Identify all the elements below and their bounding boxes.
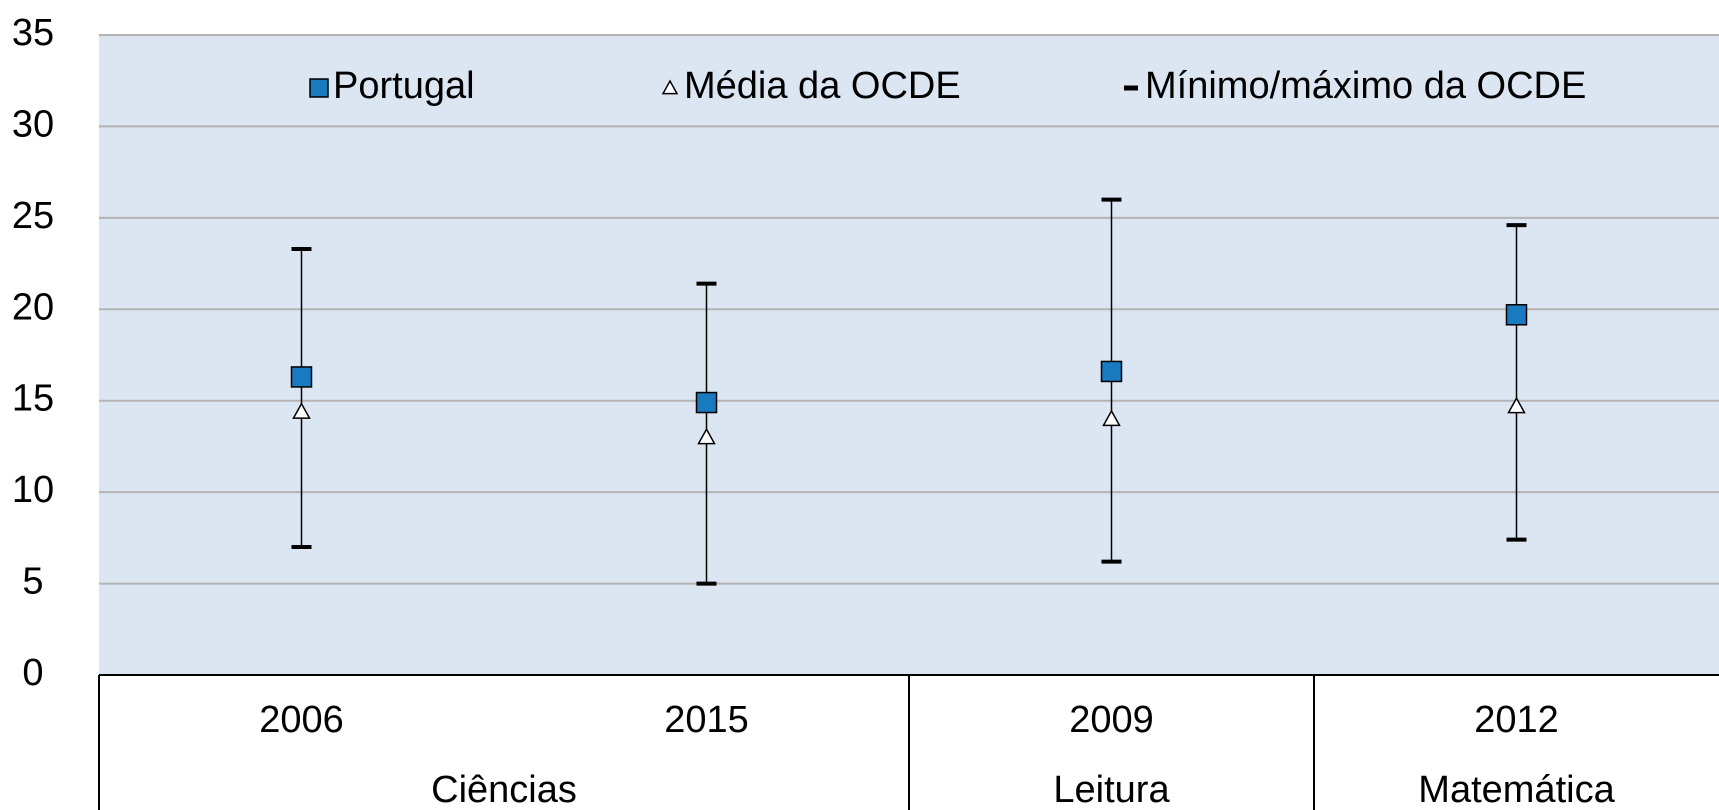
x-tick-label: 2012 — [1474, 699, 1559, 741]
y-tick-label: 10 — [12, 469, 54, 511]
plot-area — [99, 35, 1719, 675]
group-label: Matemática — [1418, 769, 1615, 810]
y-tick-label: 35 — [12, 12, 54, 54]
x-tick-label: 2015 — [664, 699, 749, 741]
y-tick-label: 20 — [12, 286, 54, 328]
legend-label: Média da OCDE — [684, 65, 961, 107]
y-tick-label: 0 — [22, 652, 43, 694]
marker-portugal — [695, 391, 718, 414]
marker-average — [697, 427, 716, 445]
group-label: Leitura — [1053, 769, 1170, 810]
y-tick-label: 25 — [12, 195, 54, 237]
legend-swatch — [661, 79, 679, 95]
legend-label: Mínimo/máximo da OCDE — [1145, 65, 1586, 107]
group-label: Ciências — [431, 769, 577, 810]
marker-average — [1102, 409, 1121, 427]
marker-average — [292, 402, 311, 419]
y-tick-label: 5 — [22, 561, 43, 603]
marker-portugal — [290, 366, 313, 388]
x-tick-label: 2006 — [259, 699, 344, 741]
x-tick-label: 2009 — [1069, 699, 1154, 741]
y-tick-label: 30 — [12, 103, 54, 145]
legend-swatch — [309, 78, 329, 98]
legend-label: Portugal — [333, 65, 475, 107]
marker-average — [1507, 396, 1526, 414]
marker-portugal — [1505, 304, 1528, 326]
marker-portugal — [1100, 360, 1123, 383]
y-tick-label: 15 — [12, 378, 54, 420]
